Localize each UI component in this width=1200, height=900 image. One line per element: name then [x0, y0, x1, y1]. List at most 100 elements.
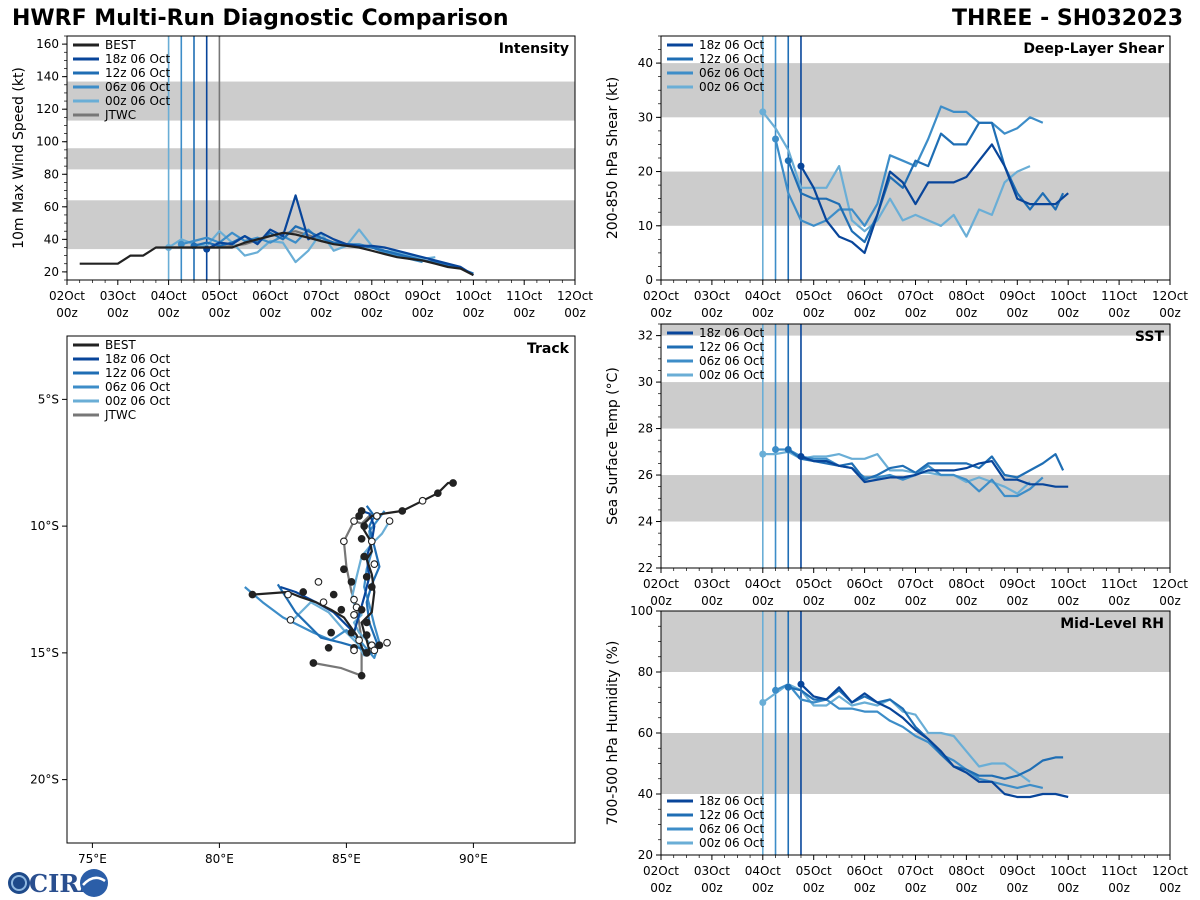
x-tick-sublabel: 00z — [650, 594, 672, 608]
x-tick-label: 90°E — [459, 852, 488, 866]
y-tick-label: 80 — [638, 665, 653, 679]
x-tick-sublabel: 00z — [1108, 594, 1130, 608]
series-start-marker — [784, 445, 792, 453]
y-tick-label: 20 — [638, 848, 653, 862]
x-tick-label: 80°E — [205, 852, 234, 866]
x-tick-sublabel: 00z — [905, 594, 927, 608]
figure-title: HWRF Multi-Run Diagnostic Comparison — [12, 6, 509, 31]
series-start-marker — [784, 683, 792, 691]
track-position-marker — [362, 618, 371, 627]
plot-area — [244, 479, 457, 680]
x-tick-sublabel: 00z — [701, 594, 723, 608]
legend-label: 12z 06 Oct — [699, 340, 765, 354]
x-tick-label: 03Oct — [694, 864, 730, 878]
x-tick-label: 11Oct — [1101, 864, 1137, 878]
track-position-marker — [319, 598, 328, 607]
x-tick-sublabel: 00z — [905, 881, 927, 895]
legend-label: 00z 06 Oct — [699, 368, 765, 382]
series-line-r18 — [280, 509, 376, 634]
y-tick-label: 28 — [638, 422, 653, 436]
y-tick-label: 26 — [638, 468, 653, 482]
track-position-marker — [327, 628, 336, 637]
series-start-marker — [772, 445, 780, 453]
x-tick-sublabel: 00z — [463, 306, 485, 320]
legend-label: 18z 06 Oct — [105, 52, 171, 66]
x-tick-sublabel: 00z — [564, 306, 586, 320]
series-start-marker — [797, 680, 805, 688]
track-position-marker — [329, 590, 338, 599]
y-tick-label: 100 — [36, 135, 59, 149]
track-position-marker — [337, 605, 346, 614]
series-line-r00 — [762, 683, 1031, 783]
x-tick-label: 08Oct — [948, 864, 984, 878]
y-tick-label: 60 — [638, 726, 653, 740]
x-tick-sublabel: 00z — [1007, 306, 1029, 320]
legend-label: 12z 06 Oct — [699, 52, 765, 66]
x-tick-label: 10Oct — [455, 289, 491, 303]
x-tick-label: 04Oct — [151, 289, 187, 303]
legend-label: 06z 06 Oct — [105, 380, 171, 394]
x-tick-label: 75°E — [78, 852, 107, 866]
x-tick-sublabel: 00z — [701, 881, 723, 895]
x-tick-sublabel: 00z — [1007, 881, 1029, 895]
track-position-marker — [355, 512, 363, 520]
x-tick-label: 02Oct — [643, 864, 679, 878]
legend-label: 12z 06 Oct — [105, 66, 171, 80]
panel-title: Mid-Level RH — [1060, 616, 1164, 632]
track-position-marker — [340, 537, 348, 546]
x-tick-label: 06Oct — [847, 289, 883, 303]
x-tick-label: 10Oct — [1050, 289, 1086, 303]
legend-label: 06z 06 Oct — [105, 80, 171, 94]
legend-label: BEST — [105, 338, 136, 352]
threshold-band — [661, 733, 1170, 794]
track-position-marker — [383, 638, 391, 647]
legend-label: 12z 06 Oct — [699, 808, 765, 822]
threshold-band — [67, 81, 575, 121]
x-tick-sublabel: 00z — [701, 306, 723, 320]
x-tick-sublabel: 00z — [1057, 594, 1079, 608]
x-tick-label: 04Oct — [745, 289, 781, 303]
track-position-marker — [309, 659, 318, 667]
x-tick-label: 07Oct — [897, 289, 933, 303]
track-position-marker — [398, 507, 407, 515]
storm-id: THREE - SH032023 — [952, 6, 1183, 31]
x-tick-sublabel: 00z — [752, 594, 774, 608]
panel-sst: 22 24 26 28 30 32 02Oct 00z 03Oct 00z 04Oct 00z 05Oc… — [605, 323, 1188, 608]
series-line-r06 — [775, 448, 1044, 498]
y-tick-label: 40 — [638, 56, 653, 70]
track-position-marker — [357, 671, 366, 680]
track-position-marker — [350, 646, 358, 655]
series-start-marker — [759, 108, 767, 116]
track-position-marker — [299, 588, 308, 596]
x-tick-label: 05Oct — [796, 864, 832, 878]
y-tick-label: 100 — [630, 604, 653, 618]
track-position-marker — [360, 552, 369, 561]
x-tick-label: 09Oct — [999, 289, 1035, 303]
x-tick-label: 11Oct — [506, 289, 542, 303]
plot-area — [661, 36, 1170, 280]
y-axis-label: 200-850 hPa Shear (kt) — [605, 77, 621, 239]
x-tick-sublabel: 00z — [1007, 594, 1029, 608]
track-position-marker — [350, 517, 358, 525]
track-position-marker — [248, 590, 257, 599]
plot-area — [661, 324, 1170, 568]
cira-logo: CIRA — [8, 869, 108, 898]
track-position-marker — [367, 583, 376, 591]
panel-title: SST — [1135, 329, 1165, 345]
x-tick-label: 02Oct — [643, 289, 679, 303]
track-position-marker — [350, 595, 358, 604]
y-tick-label: 120 — [36, 102, 59, 116]
x-tick-label: 08Oct — [354, 289, 390, 303]
track-position-marker — [418, 496, 427, 505]
series-line-r06 — [775, 683, 1044, 790]
track-position-marker — [340, 565, 348, 574]
x-tick-sublabel: 00z — [956, 594, 978, 608]
satellite-icon — [80, 869, 108, 897]
x-tick-label: 85°E — [332, 852, 361, 866]
y-tick-label: 40 — [44, 232, 59, 246]
y-tick-label: 160 — [36, 37, 59, 51]
threshold-band — [661, 63, 1170, 118]
x-tick-label: 05Oct — [796, 577, 832, 591]
track-position-marker — [347, 628, 356, 637]
